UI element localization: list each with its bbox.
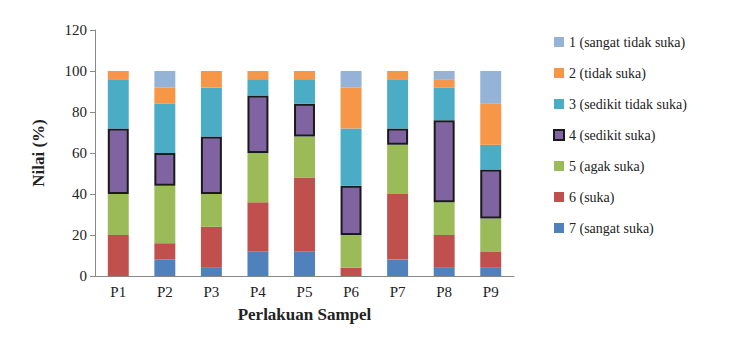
svg-text:1 (sangat tidak suka): 1 (sangat tidak suka) bbox=[569, 35, 686, 51]
svg-text:5 (agak suka): 5 (agak suka) bbox=[569, 159, 645, 175]
svg-text:Perlakuan Sampel: Perlakuan Sampel bbox=[238, 305, 372, 324]
svg-text:20: 20 bbox=[72, 227, 87, 243]
svg-text:P1: P1 bbox=[110, 284, 126, 300]
svg-text:40: 40 bbox=[72, 186, 87, 202]
svg-text:2 (tidak suka): 2 (tidak suka) bbox=[569, 66, 646, 82]
svg-text:6 (suka): 6 (suka) bbox=[569, 190, 615, 206]
svg-text:P4: P4 bbox=[250, 284, 266, 300]
svg-text:P3: P3 bbox=[203, 284, 219, 300]
svg-text:P9: P9 bbox=[483, 284, 499, 300]
svg-text:P7: P7 bbox=[390, 284, 406, 300]
svg-text:60: 60 bbox=[72, 145, 87, 161]
svg-text:P5: P5 bbox=[297, 284, 313, 300]
svg-text:Nilai (%): Nilai (%) bbox=[29, 119, 48, 187]
svg-text:100: 100 bbox=[65, 63, 88, 79]
svg-text:P8: P8 bbox=[436, 284, 452, 300]
svg-text:3 (sedikit tidak suka): 3 (sedikit tidak suka) bbox=[569, 97, 687, 113]
svg-text:P6: P6 bbox=[343, 284, 359, 300]
svg-text:P2: P2 bbox=[157, 284, 173, 300]
svg-text:4 (sedikit suka): 4 (sedikit suka) bbox=[569, 128, 656, 144]
svg-text:120: 120 bbox=[65, 22, 88, 38]
svg-text:7 (sangat suka): 7 (sangat suka) bbox=[569, 221, 654, 237]
svg-text:0: 0 bbox=[80, 268, 88, 284]
svg-text:80: 80 bbox=[72, 104, 87, 120]
